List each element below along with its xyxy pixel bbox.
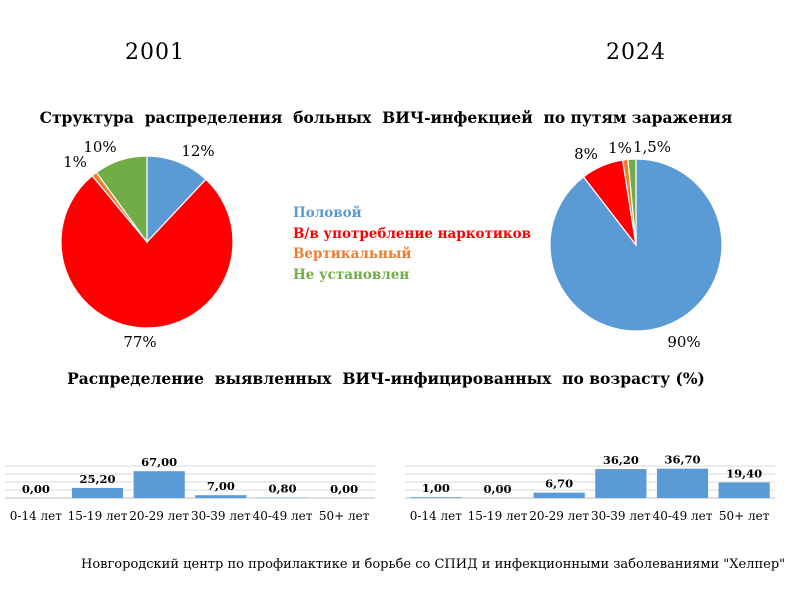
legend-item-sexual: Половой — [293, 205, 362, 221]
pie-slice-2001-unknown — [95, 155, 148, 244]
pie-label-2024-unknown: 1,5% — [633, 138, 671, 156]
pie-label-2024-iv-drugs: 8% — [574, 145, 598, 163]
legend-item-vertical: Вертикальный — [293, 246, 412, 262]
x-tick-label-2024-0: 0-14 лет — [410, 509, 462, 523]
pie-label-2024-vertical: 1% — [608, 139, 632, 157]
x-tick-label-2001-0: 0-14 лет — [10, 509, 62, 523]
pie-label-2001-unknown: 10% — [83, 138, 116, 156]
legend-item-unknown: Не установлен — [293, 266, 410, 283]
bar-value-label-2001-5: 0,00 — [330, 482, 358, 496]
bar-2024-5 — [718, 482, 770, 498]
bar-value-label-2001-4: 0,80 — [268, 482, 296, 496]
bar-value-label-2001-0: 0,00 — [22, 482, 50, 496]
bar-2001-3 — [195, 495, 247, 498]
year-2001-label: 2001 — [125, 40, 185, 65]
bar-chart-2001: 0,00 0-14 лет 25,20 15-19 лет 67,00 20-29 лет… — [5, 455, 375, 523]
legend-item-iv-drugs: В/в употребление наркотиков — [293, 225, 531, 242]
x-tick-label-2001-3: 30-39 лет — [191, 509, 251, 523]
bar-value-label-2024-5: 19,40 — [726, 466, 762, 480]
x-tick-label-2001-2: 20-29 лет — [129, 509, 189, 523]
pie-slice-2001-iv-drugs — [60, 174, 234, 329]
bar-2001-1 — [71, 487, 124, 498]
pie-chart-2001: 12% 77% 1%10% — [60, 138, 234, 351]
bar-value-label-2024-0: 1,00 — [422, 481, 450, 495]
pie-slice-2024-unknown — [627, 158, 637, 246]
x-tick-label-2024-5: 50+ лет — [719, 509, 770, 523]
x-tick-label-2024-4: 40-49 лет — [653, 509, 713, 523]
x-tick-label-2024-1: 15-19 лет — [468, 509, 528, 523]
pie-label-2001-vertical: 1% — [63, 153, 87, 171]
x-tick-label-2024-2: 20-29 лет — [529, 509, 589, 523]
footer-source: Новгородский центр по профилактике и бор… — [81, 557, 786, 572]
pie-label-2001-iv-drugs: 77% — [123, 333, 156, 351]
bar-value-label-2024-2: 6,70 — [545, 477, 573, 491]
bar-2024-0 — [410, 497, 462, 498]
bar-value-label-2024-1: 0,00 — [483, 482, 511, 496]
bar-value-label-2001-1: 25,20 — [79, 472, 115, 486]
pie-label-2001-sexual: 12% — [181, 142, 214, 160]
legend: Половой В/в употребление наркотиков Верт… — [293, 203, 531, 285]
bar-2024-3 — [595, 469, 647, 498]
pie-label-2024-sexual: 90% — [667, 333, 700, 351]
pie-charts-title: Структура распределения больных ВИЧ-инфе… — [39, 108, 733, 127]
bar-value-label-2024-4: 36,70 — [664, 453, 700, 467]
bar-value-label-2001-2: 67,00 — [141, 455, 177, 469]
bar-value-label-2024-3: 36,20 — [603, 453, 639, 467]
x-tick-label-2024-3: 30-39 лет — [591, 509, 651, 523]
bar-2001-2 — [133, 471, 185, 498]
x-tick-label-2001-5: 50+ лет — [319, 509, 370, 523]
pie-chart-2024: 90% 8% 1% 1,5% — [549, 138, 723, 351]
bar-value-label-2001-3: 7,00 — [207, 479, 235, 493]
bar-charts-title: Распределение выявленных ВИЧ-инфицирован… — [67, 369, 705, 388]
bar-chart-2024: 1,00 0-14 лет 0,00 15-19 лет 6,70 20-29 лет 36… — [405, 453, 775, 523]
x-tick-label-2001-4: 40-49 лет — [253, 509, 313, 523]
pie-slice-2001-sexual — [146, 155, 207, 244]
year-2024-label: 2024 — [606, 40, 666, 65]
bar-2024-4 — [656, 468, 709, 498]
x-tick-label-2001-1: 15-19 лет — [68, 509, 128, 523]
bar-2024-2 — [533, 492, 585, 498]
